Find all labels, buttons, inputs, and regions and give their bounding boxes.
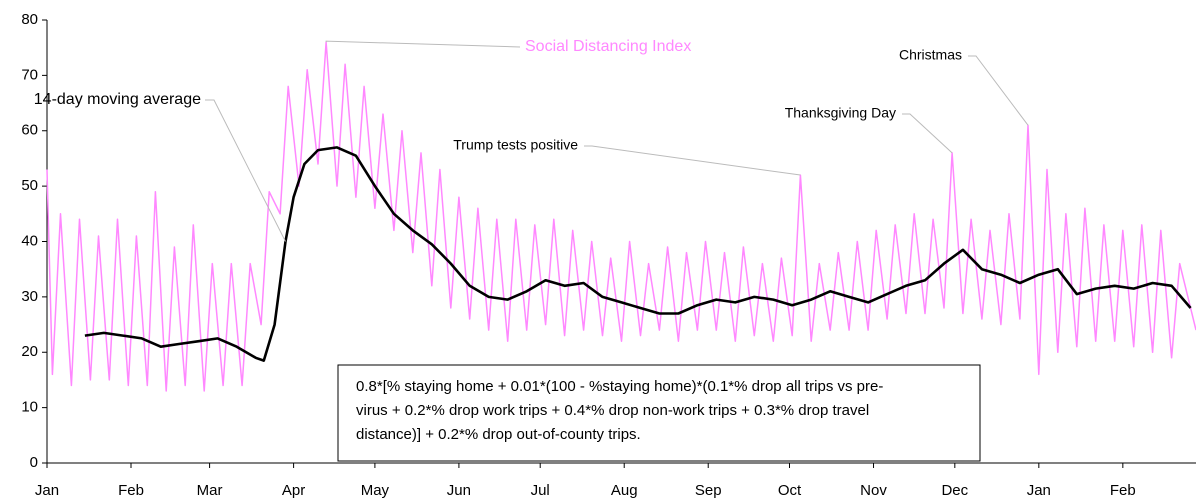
y-tick-label: 30 (21, 288, 38, 305)
y-tick-label: 0 (30, 454, 38, 471)
leader-line (968, 55, 1029, 126)
x-tick-label: Jan (1027, 482, 1051, 499)
x-tick-label: Aug (611, 482, 638, 499)
series-line (84, 146, 1192, 362)
annotation: Thanksgiving Day (785, 105, 896, 121)
x-tick-label: Jun (447, 482, 471, 499)
y-tick-label: 40 (21, 232, 38, 249)
x-tick-label: Sep (695, 482, 722, 499)
x-tick-label: Feb (118, 482, 144, 499)
x-tick-label: Jul (531, 482, 550, 499)
note-line: virus + 0.2*% drop work trips + 0.4*% dr… (356, 402, 869, 419)
note-box (337, 364, 981, 462)
leader-line (584, 145, 801, 176)
annotation: Christmas (899, 47, 962, 63)
note-line: 0.8*[% staying home + 0.01*(100 - %stayi… (356, 378, 883, 395)
x-tick-label: Apr (282, 482, 305, 499)
series-label: 14-day moving average (34, 91, 201, 108)
y-tick-label: 10 (21, 399, 38, 416)
y-tick-label: 60 (21, 122, 38, 139)
leader-line (902, 113, 953, 154)
leader-line (205, 99, 286, 242)
series-label: Social Distancing Index (525, 38, 691, 55)
x-tick-label: Feb (1110, 482, 1136, 499)
y-tick-label: 50 (21, 177, 38, 194)
y-tick-label: 70 (21, 66, 38, 83)
x-tick-label: Nov (860, 482, 887, 499)
x-tick-label: May (361, 482, 390, 499)
x-tick-label: Dec (941, 482, 968, 499)
note-line: distance)] + 0.2*% drop out-of-county tr… (356, 426, 641, 443)
leader-line (325, 40, 521, 48)
x-tick-label: Mar (197, 482, 223, 499)
x-tick-label: Oct (778, 482, 802, 499)
y-tick-label: 20 (21, 343, 38, 360)
annotation: Trump tests positive (453, 137, 578, 153)
x-tick-label: Jan (35, 482, 59, 499)
y-tick-label: 80 (21, 11, 38, 28)
